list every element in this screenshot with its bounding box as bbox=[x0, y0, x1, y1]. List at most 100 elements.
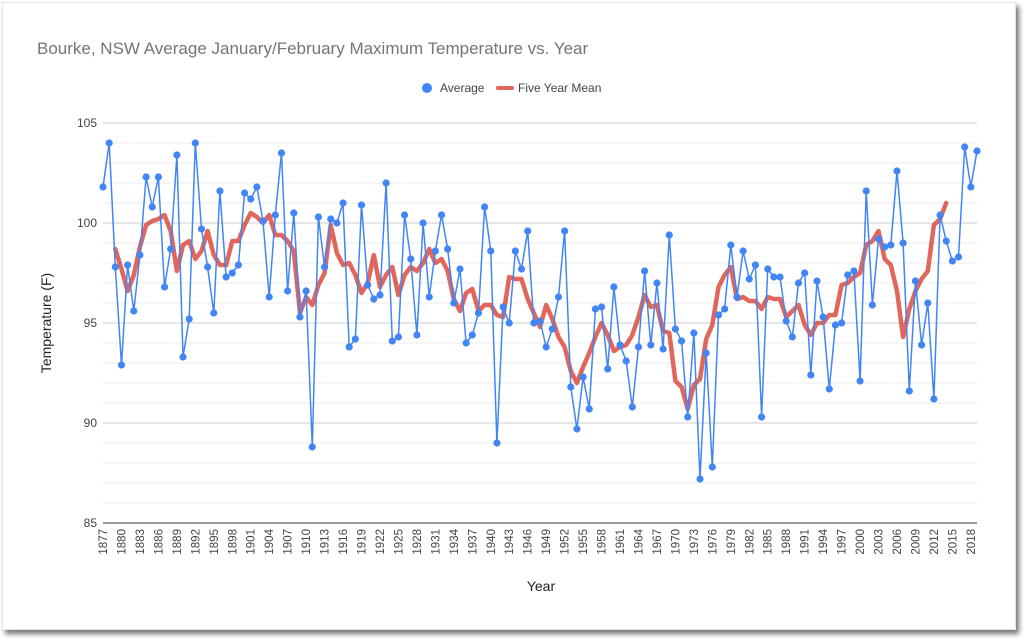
average-point bbox=[788, 333, 796, 341]
average-point bbox=[887, 241, 895, 249]
average-point bbox=[751, 261, 760, 269]
average-point bbox=[702, 349, 710, 357]
x-tick-label: 1937 bbox=[467, 529, 479, 555]
average-point bbox=[837, 319, 846, 327]
legend: Average Five Year Mean bbox=[422, 81, 601, 95]
average-point bbox=[721, 305, 729, 313]
average-point bbox=[524, 227, 532, 235]
average-point bbox=[413, 331, 421, 339]
average-point bbox=[111, 263, 119, 271]
x-tick-label: 1997 bbox=[837, 529, 849, 555]
average-point bbox=[185, 315, 193, 323]
x-tick-label: 1949 bbox=[541, 529, 553, 555]
x-tick-label: 1964 bbox=[633, 528, 645, 554]
x-tick-label: 1961 bbox=[615, 529, 627, 555]
x-tick-label: 2006 bbox=[892, 529, 904, 555]
average-point bbox=[604, 365, 612, 373]
x-tick-label: 1925 bbox=[393, 529, 405, 555]
average-point bbox=[290, 209, 298, 217]
average-point bbox=[807, 371, 815, 379]
average-point bbox=[388, 337, 396, 345]
x-tick-label: 1892 bbox=[190, 529, 202, 555]
x-tick-label: 1934 bbox=[449, 528, 461, 554]
average-point bbox=[197, 225, 206, 233]
average-point bbox=[228, 269, 236, 277]
average-point bbox=[99, 183, 107, 191]
average-point bbox=[881, 243, 889, 251]
average-point bbox=[511, 247, 519, 255]
x-tick-label: 1952 bbox=[560, 529, 572, 555]
y-tick-label: 95 bbox=[84, 316, 98, 330]
average-point bbox=[265, 293, 273, 301]
average-point bbox=[271, 211, 279, 219]
average-point bbox=[487, 247, 495, 255]
x-tick-label: 1889 bbox=[172, 529, 184, 555]
average-point bbox=[204, 263, 212, 271]
average-point bbox=[862, 187, 870, 195]
x-tick-label: 2015 bbox=[947, 529, 959, 555]
average-point bbox=[437, 211, 446, 219]
average-point bbox=[240, 189, 249, 197]
average-point bbox=[684, 413, 692, 421]
average-point bbox=[124, 261, 132, 269]
x-tick-label: 2000 bbox=[855, 529, 867, 555]
average-point bbox=[561, 227, 569, 235]
average-point bbox=[554, 293, 563, 301]
y-tick-label: 85 bbox=[84, 516, 98, 530]
average-point bbox=[776, 273, 784, 281]
average-point bbox=[813, 277, 821, 285]
x-tick-label: 2018 bbox=[966, 529, 978, 555]
x-axis-label: Year bbox=[527, 578, 556, 594]
x-tick-label: 1994 bbox=[818, 528, 830, 554]
average-point bbox=[117, 361, 126, 369]
average-point bbox=[142, 173, 150, 181]
average-point bbox=[327, 215, 335, 223]
chart-svg: 85 90 95 100 105 1877 1880 1883 1886 1889 1892 189… bbox=[38, 81, 981, 594]
average-point bbox=[708, 463, 716, 471]
average-point bbox=[567, 383, 575, 391]
x-tick-label: 1982 bbox=[744, 529, 756, 555]
average-point bbox=[573, 425, 581, 433]
average-point bbox=[647, 341, 655, 349]
x-tick-label: 1931 bbox=[430, 529, 442, 555]
y-tick-label: 100 bbox=[77, 216, 97, 230]
average-point bbox=[148, 203, 156, 211]
x-tick-label: 2009 bbox=[910, 529, 922, 555]
average-point bbox=[616, 341, 624, 349]
average-point bbox=[967, 183, 975, 191]
average-point bbox=[579, 373, 587, 381]
average-point bbox=[819, 313, 827, 321]
average-point bbox=[653, 279, 661, 287]
legend-average-marker bbox=[422, 83, 432, 93]
average-point bbox=[597, 303, 606, 311]
average-point bbox=[302, 287, 310, 295]
average-point bbox=[247, 195, 255, 203]
average-point bbox=[628, 403, 636, 411]
x-tick-label: 1976 bbox=[707, 529, 719, 555]
average-point bbox=[825, 385, 833, 393]
average-point bbox=[585, 405, 593, 413]
average-point bbox=[222, 273, 230, 281]
average-point bbox=[167, 245, 175, 253]
average-point bbox=[868, 301, 876, 309]
average-point bbox=[407, 255, 415, 263]
average-point bbox=[757, 413, 766, 421]
average-point bbox=[456, 265, 464, 273]
x-tick-label: 1970 bbox=[670, 529, 682, 555]
average-point bbox=[370, 295, 378, 303]
x-tick-label: 1955 bbox=[578, 529, 590, 555]
x-tick-label: 1991 bbox=[800, 529, 812, 555]
x-tick-label: 1967 bbox=[652, 529, 664, 555]
average-point bbox=[671, 325, 680, 333]
average-point bbox=[160, 283, 169, 291]
x-tick-label: 1979 bbox=[726, 529, 738, 555]
average-point bbox=[831, 321, 840, 329]
x-tick-label: 2012 bbox=[929, 529, 941, 555]
y-axis-label: Temperature (F) bbox=[38, 273, 54, 373]
average-point bbox=[394, 333, 403, 341]
chart-card: Bourke, NSW Average January/February Max… bbox=[2, 2, 1016, 630]
average-point bbox=[899, 239, 907, 247]
x-tick-label: 1940 bbox=[486, 529, 498, 555]
average-point bbox=[542, 343, 550, 351]
average-point bbox=[493, 439, 501, 447]
